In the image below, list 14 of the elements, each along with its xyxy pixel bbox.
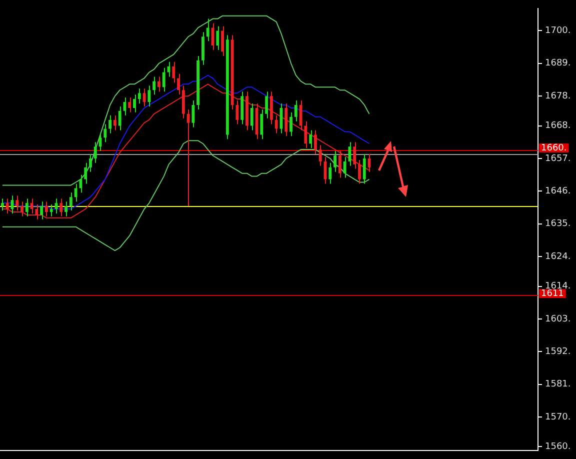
y-tick-label: 1624. xyxy=(545,252,571,262)
y-tick-label: 1678. xyxy=(545,91,571,102)
y-tick-label: 1603. xyxy=(545,314,571,324)
y-tick-label: 1646. xyxy=(545,186,571,197)
y-tick-label: 1560. xyxy=(545,442,571,452)
y-tick-label: 1592. xyxy=(545,346,571,357)
y-tick-label: 1635. xyxy=(545,219,571,230)
y-tick-label: 1570. xyxy=(545,412,571,422)
y-tick-label: 1668. xyxy=(545,121,571,132)
ref-line-label: 1660. xyxy=(541,143,567,154)
y-tick-label: 1700. xyxy=(545,26,571,36)
y-tick-label: 1657. xyxy=(545,154,571,164)
y-tick-label: 1689. xyxy=(545,58,571,69)
y-tick-label: 1581. xyxy=(545,380,571,390)
